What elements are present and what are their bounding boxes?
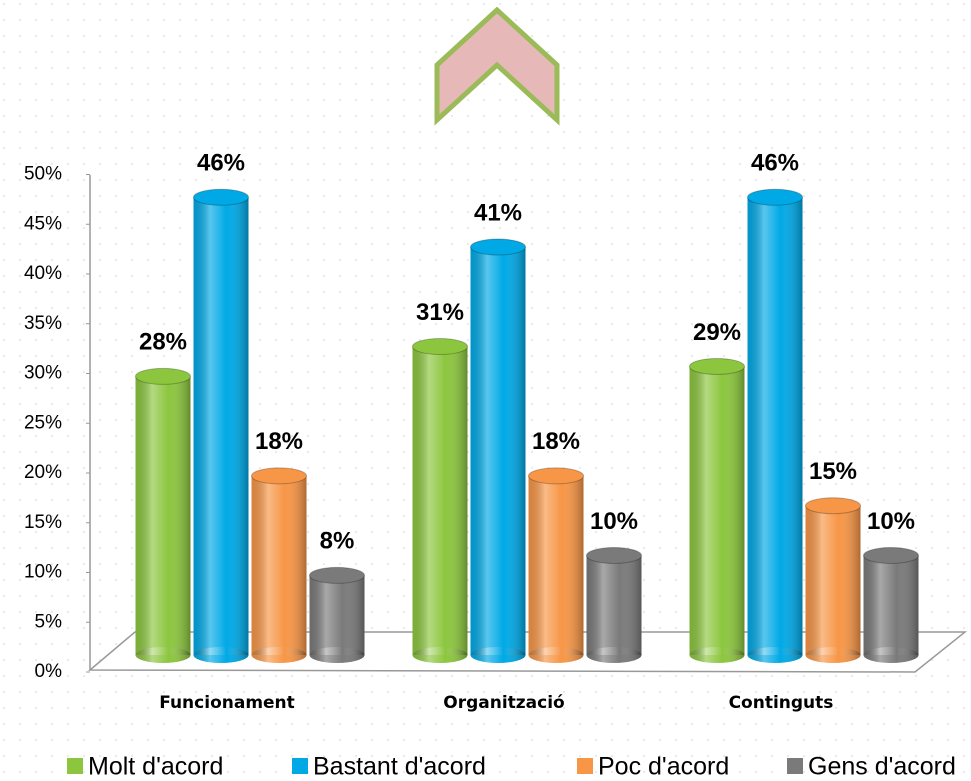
bar-shade <box>747 197 803 656</box>
bar-top <box>586 547 642 564</box>
legend-label: Bastant d'acord <box>313 753 486 781</box>
bar-bottom-shade <box>528 647 584 663</box>
bar-shade <box>805 505 861 655</box>
y-tick-label: 5% <box>35 611 63 632</box>
bar-shade <box>135 376 191 655</box>
up-arrow[interactable] <box>434 6 560 126</box>
value-label: 41% <box>474 199 522 226</box>
bar-top <box>193 188 249 206</box>
value-label: 15% <box>809 458 857 485</box>
bar-shade <box>309 575 365 655</box>
value-label: 18% <box>532 428 580 455</box>
bar-top <box>689 357 745 375</box>
value-label: 8% <box>320 528 355 555</box>
bar-shade <box>863 555 919 655</box>
bar-shade <box>470 247 526 656</box>
bar-bottom-shade <box>309 647 365 663</box>
value-label: 28% <box>139 329 187 356</box>
y-tick-label: 10% <box>24 562 62 583</box>
value-label: 31% <box>416 299 464 326</box>
bar-shade <box>412 346 468 655</box>
value-label: 46% <box>751 150 799 177</box>
bar-bottom-shade <box>251 647 307 663</box>
x-tick-label: Continguts <box>729 693 834 713</box>
legend-swatch <box>67 758 83 774</box>
legend-swatch <box>292 758 308 774</box>
value-label: 29% <box>693 319 741 346</box>
y-tick-label: 15% <box>24 512 62 533</box>
bar-shade <box>528 475 584 655</box>
bar-top <box>135 367 191 385</box>
bar-bottom-shade <box>412 647 468 663</box>
value-label: 18% <box>255 428 303 455</box>
bar-bottom-shade <box>470 647 526 663</box>
value-label: 10% <box>590 508 638 535</box>
value-label: 46% <box>197 150 245 177</box>
legend-swatch <box>577 758 593 774</box>
bar-bottom-shade <box>805 647 861 663</box>
legend-label: Gens d'acord <box>808 753 956 781</box>
x-tick-label: Organització <box>443 693 564 713</box>
bar-bottom-shade <box>747 647 803 663</box>
bar-top <box>470 238 526 256</box>
bar-top <box>528 467 584 485</box>
floor <box>87 631 968 673</box>
y-tick-label: 20% <box>24 462 62 483</box>
bar-top <box>863 547 919 564</box>
bar-shade <box>689 366 745 655</box>
bar-top <box>747 188 803 206</box>
bar-shade <box>586 555 642 655</box>
x-tick-label: Funcionament <box>159 693 295 713</box>
y-tick-label: 30% <box>24 363 62 384</box>
y-tick-label: 50% <box>24 164 62 185</box>
bar-top <box>412 338 468 356</box>
bar-top <box>251 467 307 485</box>
y-tick-label: 45% <box>24 213 62 234</box>
bar-bottom-shade <box>689 647 745 663</box>
bar-bottom-shade <box>135 647 191 663</box>
legend-label: Molt d'acord <box>88 753 223 781</box>
bar-top <box>309 566 365 584</box>
bar-bottom-shade <box>863 647 919 663</box>
bar-shade <box>193 197 249 656</box>
bar-top <box>805 497 861 515</box>
bar-bottom-shade <box>193 647 249 663</box>
bar-shade <box>251 475 307 655</box>
y-tick-label: 40% <box>24 263 62 284</box>
value-label: 10% <box>867 508 915 535</box>
legend-label: Poc d'acord <box>598 753 729 781</box>
y-tick-label: 35% <box>24 313 62 334</box>
legend-swatch <box>787 758 803 774</box>
y-tick-label: 0% <box>35 661 63 682</box>
bar-bottom-shade <box>586 647 642 663</box>
y-tick-label: 25% <box>24 412 62 433</box>
